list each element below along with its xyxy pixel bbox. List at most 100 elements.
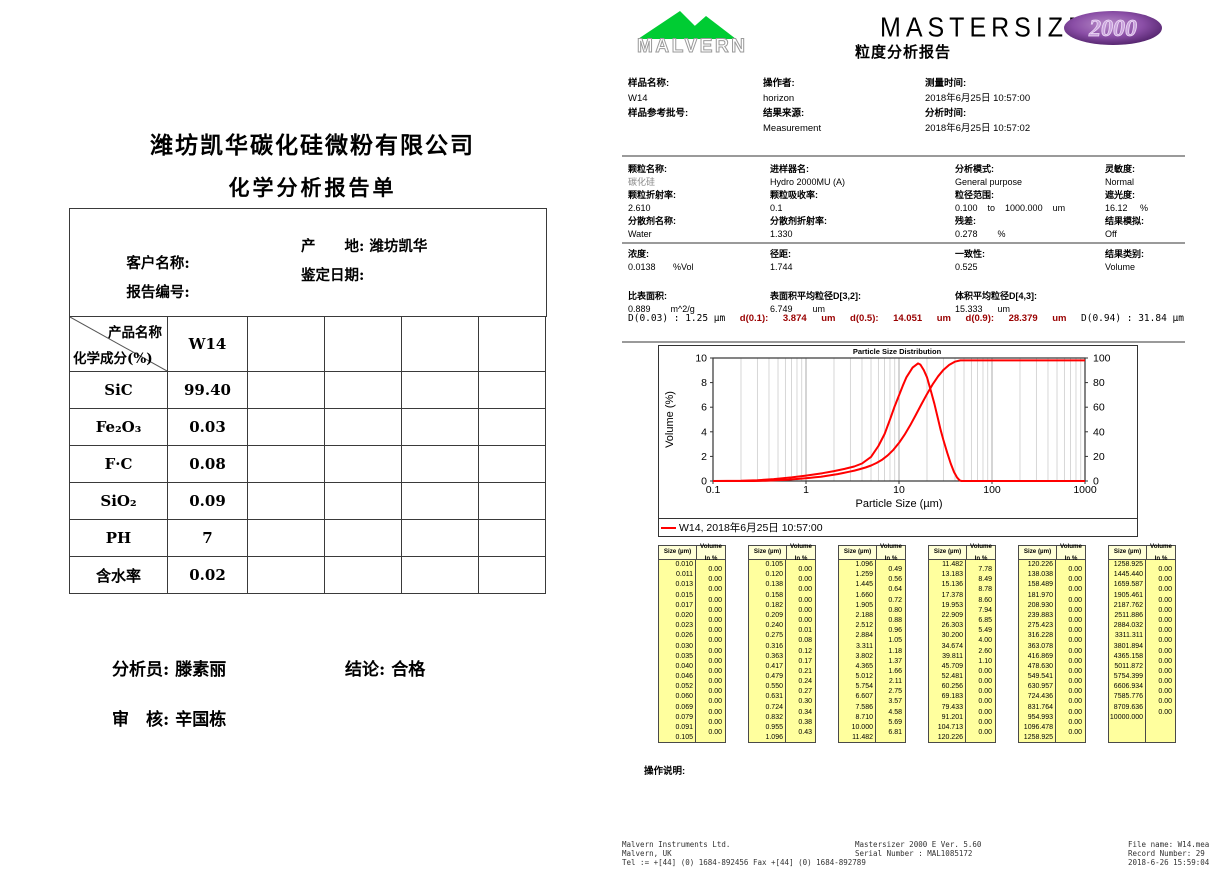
size-value: 4365.158 <box>1113 652 1143 660</box>
empty-cell <box>247 371 325 409</box>
empty-cell <box>324 371 402 409</box>
right-tick-label: 20 <box>1093 451 1105 463</box>
size-value: 1.096 <box>855 561 873 568</box>
reviewer-label: 审 核: <box>112 710 176 730</box>
size-value: 8.710 <box>855 713 873 721</box>
size-value: 17.378 <box>941 591 963 599</box>
legend-line-marker <box>661 526 676 529</box>
volume-value: 1.66 <box>888 667 902 675</box>
company-name: 潍坊凯华碳化硅微粉有限公司 <box>150 132 475 159</box>
size-value: 0.631 <box>765 693 783 701</box>
operation-note-label: 操作说明: <box>644 766 686 777</box>
size-value: 7.586 <box>855 703 873 711</box>
size-value: 158.489 <box>1027 581 1053 589</box>
size-value: 0.275 <box>765 632 783 640</box>
volume-value: 0.00 <box>1158 698 1172 706</box>
volume-value: 0.00 <box>708 678 722 686</box>
origin-value: 潍坊凯华 <box>369 238 428 255</box>
volume-value: 0.00 <box>1068 586 1082 594</box>
field-label: 结果来源: <box>763 108 805 119</box>
volume-value: 0.38 <box>798 718 812 726</box>
volume-value: 0.00 <box>1158 667 1172 675</box>
size-value: 0.010 <box>675 561 693 568</box>
size-value: 3.802 <box>855 652 873 660</box>
report-no-row: 报告编号: 鉴定日期: <box>86 264 364 336</box>
field-value: 6.749 um <box>770 304 826 314</box>
size-value: 104.713 <box>937 724 963 731</box>
size-value: 0.832 <box>765 713 783 721</box>
section-divider <box>622 242 1185 244</box>
field-label: 体积平均粒径D[4,3]: <box>955 291 1038 301</box>
size-value: 120.226 <box>937 734 963 742</box>
volume-value: 0.00 <box>798 566 812 573</box>
field-value: Hydro 2000MU (A) <box>770 177 846 187</box>
empty-cell <box>247 519 325 557</box>
size-value: 0.479 <box>765 673 783 681</box>
empty-cell <box>478 408 546 446</box>
empty-cell <box>478 556 546 594</box>
badge-2000-text: 2000 <box>1088 16 1137 42</box>
empty-cell <box>401 556 479 594</box>
size-value: 0.105 <box>765 561 783 568</box>
size-value: 0.417 <box>765 662 783 670</box>
field-label: 颗粒名称: <box>628 164 667 174</box>
volume-value: 0.00 <box>1068 616 1082 624</box>
right-tick-label: 100 <box>1093 353 1111 365</box>
volume-value: 0.00 <box>1068 678 1082 686</box>
size-table: Size (µm) Volume In % 0.105 0.120 0.138 0.158… <box>748 543 816 743</box>
size-value: 0.955 <box>765 724 783 731</box>
table-row: PH 7 <box>69 519 546 557</box>
volume-value: 0.00 <box>1158 637 1172 645</box>
volume-value: 0.00 <box>1068 627 1082 635</box>
meta-column: 灵敏度: Normal 遮光度: 16.12 % 结果模拟: Off <box>1105 163 1148 241</box>
component-cell: F·C <box>69 445 168 483</box>
left-tick-label: 4 <box>701 426 707 438</box>
size-table-body: 0.105 0.120 0.138 0.158 0.182 0.209 0.240 0.275… <box>749 560 815 743</box>
size-column: 0.010 0.011 0.013 0.015 0.017 0.020 0.023 0.026… <box>659 560 696 743</box>
volume-value: 0.00 <box>978 708 992 716</box>
empty-cell <box>401 408 479 446</box>
volume-value: 0.00 <box>708 657 722 665</box>
size-value: 5011.872 <box>1114 662 1143 670</box>
volume-value: 0.00 <box>1158 616 1172 624</box>
volume-value: 4.00 <box>978 637 992 645</box>
size-value: 1258.925 <box>1023 734 1053 742</box>
value-cell: 0.09 <box>167 482 248 520</box>
size-value: 60.256 <box>941 683 963 691</box>
size-column-header: Size (µm) <box>839 546 877 559</box>
size-value: 831.764 <box>1027 703 1053 711</box>
volume-value: 1.18 <box>888 647 902 655</box>
size-value: 4.365 <box>855 662 873 670</box>
size-value: 1.905 <box>855 601 873 609</box>
size-column-header: Size (µm) <box>1019 546 1057 559</box>
volume-value: 0.00 <box>1158 586 1172 594</box>
footer-line: Mastersizer 2000 E Ver. 5.60 <box>855 840 982 849</box>
report-no-label: 报告编号: <box>126 284 190 301</box>
field-value: Measurement <box>763 123 822 134</box>
size-column-header: Size (µm) <box>1109 546 1147 559</box>
empty-cell <box>324 445 402 483</box>
volume-value: 0.00 <box>708 576 722 584</box>
footer-line: 2018-6-26 15:59:04 <box>1128 858 1210 867</box>
size-value: 0.015 <box>675 591 693 599</box>
volume-column: 0.00 0.00 0.00 0.00 0.00 0.00 0.01 0.08 0.12 0.17… <box>786 560 815 743</box>
d003-value: D(0.03) : 1.25 μm <box>628 313 726 324</box>
meta-column: 一致性: 0.525 体积平均粒径D[4,3]: 15.333 um <box>955 248 1037 332</box>
size-value: 69.183 <box>941 693 963 701</box>
footer-line: Serial Number : MAL1085172 <box>855 849 973 858</box>
size-value: 15.136 <box>941 581 963 589</box>
volume-value: 0.00 <box>1068 576 1082 584</box>
meta-column: 操作者: horizon 结果来源: Measurement <box>763 76 821 136</box>
volume-value: 0.96 <box>888 627 902 635</box>
empty-cell <box>324 519 402 557</box>
value-cell: 0.03 <box>167 408 248 446</box>
volume-value: 6.81 <box>888 729 902 736</box>
volume-column-header: Volume In % <box>1150 542 1172 562</box>
size-column: 0.105 0.120 0.138 0.158 0.182 0.209 0.240 0.275… <box>749 560 786 743</box>
size-value: 30.200 <box>941 632 963 640</box>
x-axis-label: Particle Size (µm) <box>855 498 942 510</box>
size-value: 0.017 <box>675 601 693 609</box>
product-name-header: 产品名称 <box>108 325 162 341</box>
right-tick-label: 80 <box>1093 377 1105 389</box>
volume-column: 0.00 0.00 0.00 0.00 0.00 0.00 0.00 0.00 0.00 0.00… <box>696 560 725 743</box>
